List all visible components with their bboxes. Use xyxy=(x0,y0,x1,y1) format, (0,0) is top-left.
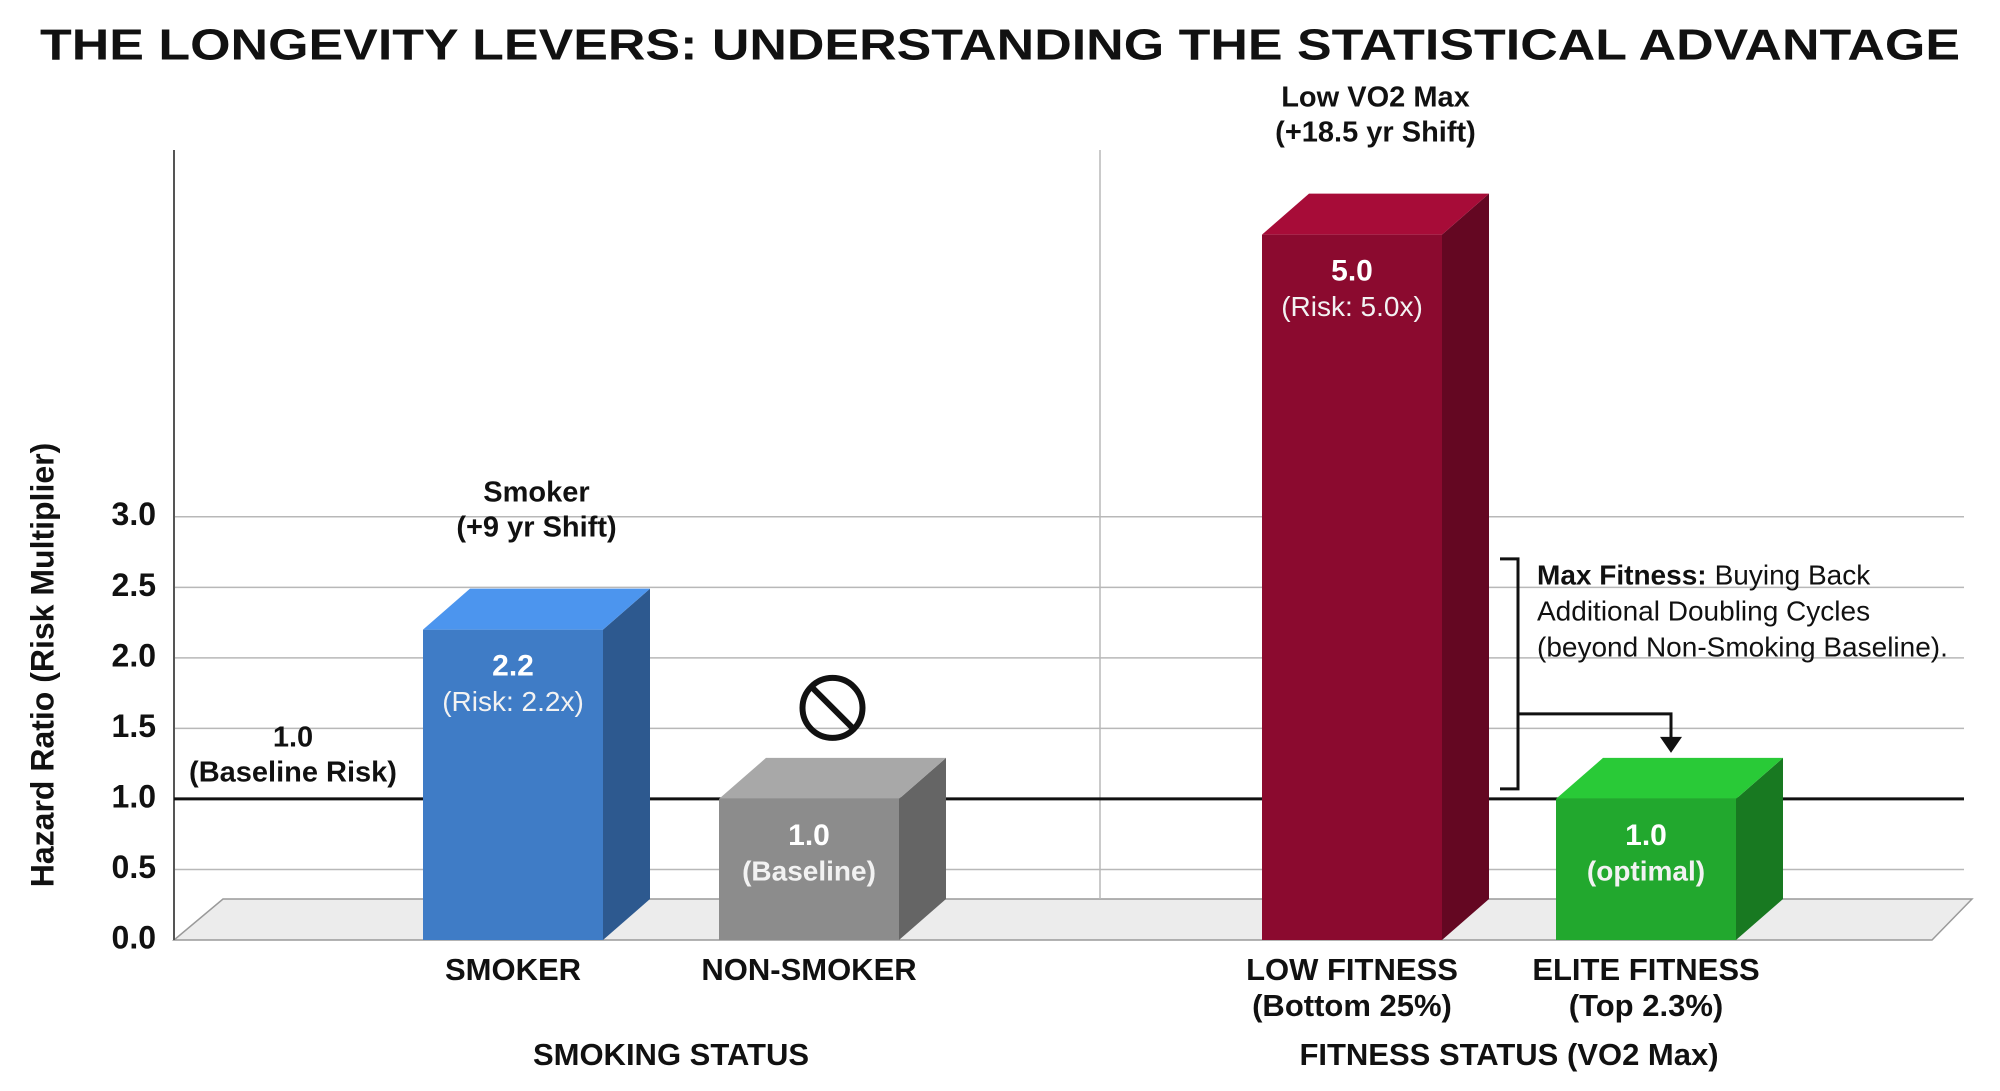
y-tick-label: 1.5 xyxy=(112,708,156,744)
bar-note: (Baseline) xyxy=(742,855,876,886)
x-tick-sublabel: (Bottom 25%) xyxy=(1252,988,1452,1023)
group-label: SMOKING STATUS xyxy=(533,1037,809,1072)
bar-title: (+9 yr Shift) xyxy=(456,511,616,543)
bar-value-label: 2.2 xyxy=(492,650,534,683)
no-smoking-slash xyxy=(809,684,856,732)
annotation-text: Buying Back xyxy=(1715,559,1872,590)
bar-title: (+18.5 yr Shift) xyxy=(1275,116,1476,148)
annotation-bold: Max Fitness: xyxy=(1537,559,1707,590)
bar-value-label: 1.0 xyxy=(788,819,830,852)
no-smoking-icon xyxy=(799,674,866,741)
bar-value-label: 5.0 xyxy=(1331,255,1373,288)
x-tick-label: SMOKER xyxy=(445,952,581,987)
group-label: FITNESS STATUS (VO2 Max) xyxy=(1299,1037,1718,1072)
bar-note: (Risk: 5.0x) xyxy=(1281,291,1423,322)
y-tick-label: 2.0 xyxy=(112,637,156,673)
bar-side xyxy=(899,757,946,940)
bar-top xyxy=(1262,193,1489,235)
bar-note: (Risk: 2.2x) xyxy=(442,686,584,717)
bar-top xyxy=(719,757,946,799)
annotation-arrow xyxy=(1518,712,1673,739)
bar-title: Smoker xyxy=(483,476,589,508)
bar-value-label: 1.0 xyxy=(1625,819,1667,852)
annotation-bracket xyxy=(1500,557,1520,791)
x-tick-label: ELITE FITNESS xyxy=(1532,952,1759,987)
bar xyxy=(423,629,603,940)
bar-top xyxy=(423,588,650,630)
bar xyxy=(1262,234,1442,941)
bar-top xyxy=(1556,757,1783,799)
y-tick-label: 3.0 xyxy=(112,496,156,532)
bar-side xyxy=(1442,193,1489,941)
y-tick-label: 1.0 xyxy=(112,778,156,814)
bar-title: Low VO2 Max xyxy=(1281,81,1470,113)
annotation-text: (beyond Non-Smoking Baseline). xyxy=(1537,631,1948,662)
y-tick-label: 0.5 xyxy=(112,849,156,885)
y-tick-label: 0.0 xyxy=(112,919,156,955)
bar xyxy=(719,798,899,940)
annotation-arrowhead xyxy=(1660,736,1682,753)
bar-side xyxy=(1736,757,1783,940)
y-tick-label: 2.5 xyxy=(112,567,156,603)
reference-label: 1.0 xyxy=(273,722,313,754)
y-axis-label: Hazard Ratio (Risk Multiplier) xyxy=(24,443,60,888)
bar-side xyxy=(603,588,650,940)
x-tick-label: LOW FITNESS xyxy=(1246,952,1458,987)
bar xyxy=(1556,798,1736,940)
x-tick-label: NON-SMOKER xyxy=(701,952,916,987)
reference-label: (Baseline Risk) xyxy=(189,757,397,789)
bar-note: (optimal) xyxy=(1587,855,1705,886)
chart-title: THE LONGEVITY LEVERS: UNDERSTANDING THE … xyxy=(40,21,1960,70)
x-tick-sublabel: (Top 2.3%) xyxy=(1569,988,1723,1023)
annotation-text: Additional Doubling Cycles xyxy=(1537,595,1870,626)
